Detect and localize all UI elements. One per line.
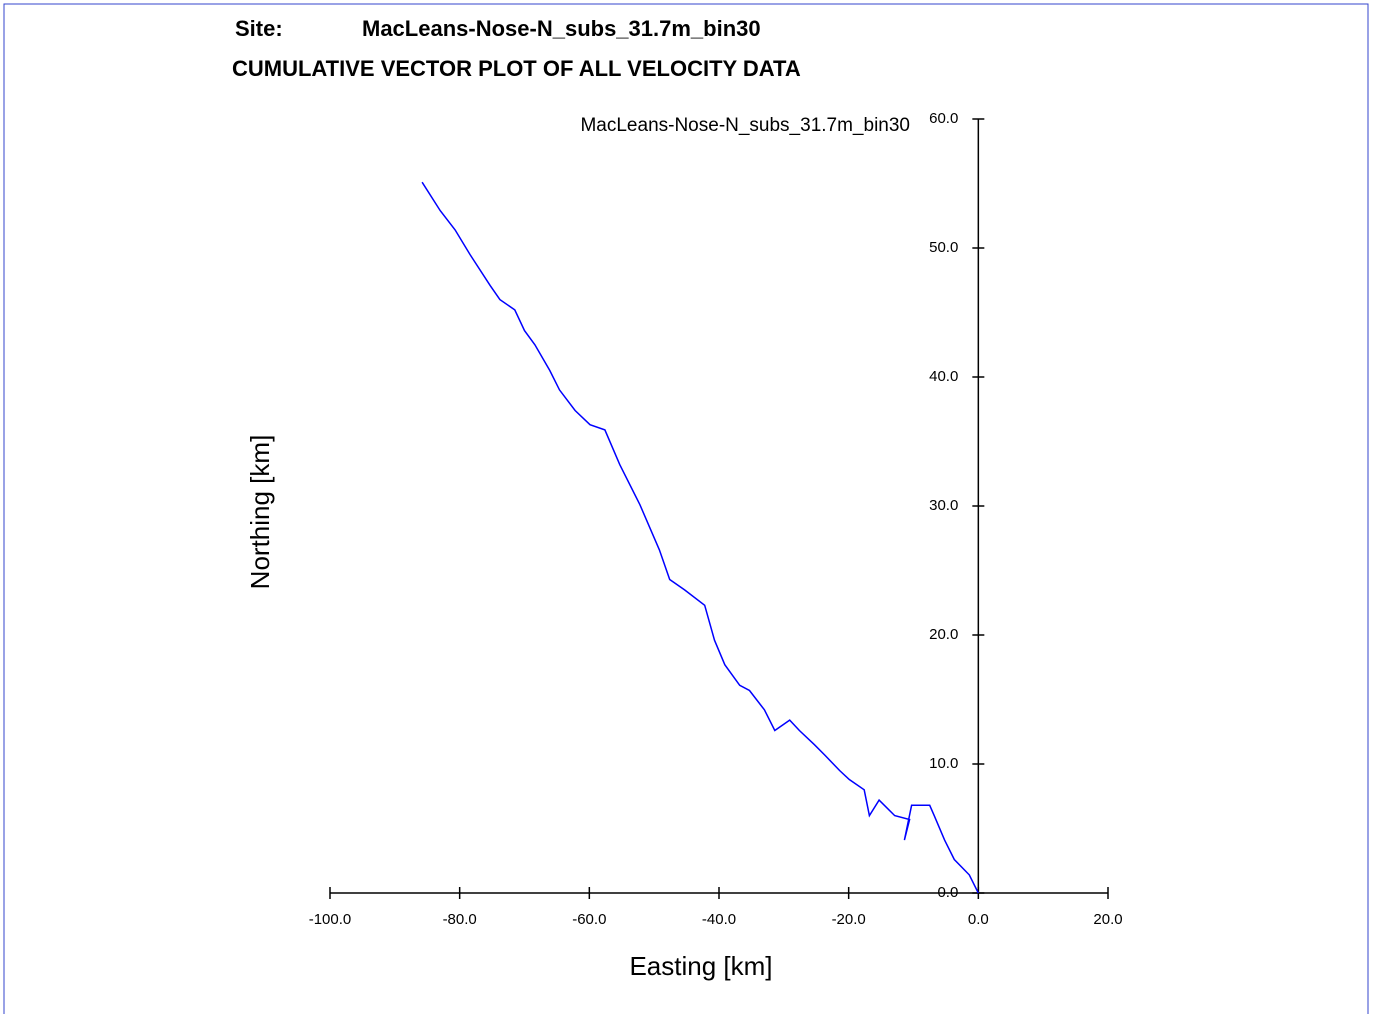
x-axis-label: Easting [km] (629, 951, 772, 981)
series-label: MacLeans-Nose-N_subs_31.7m_bin30 (580, 115, 910, 136)
x-tick-label: -60.0 (572, 911, 606, 928)
page-border (3, 3, 1369, 1014)
y-tick-label: 0.0 (937, 884, 958, 901)
site-name: MacLeans-Nose-N_subs_31.7m_bin30 (362, 16, 761, 41)
y-tick-label: 40.0 (929, 368, 958, 385)
site-label: Site: (235, 16, 283, 41)
y-tick-label: 30.0 (929, 497, 958, 514)
data-line (421, 181, 979, 894)
y-tick-label: 50.0 (929, 239, 958, 256)
x-tick-label: -20.0 (832, 911, 866, 928)
chart-title: CUMULATIVE VECTOR PLOT OF ALL VELOCITY D… (232, 56, 801, 81)
x-tick-label: 0.0 (968, 911, 989, 928)
x-tick-label: 20.0 (1093, 911, 1122, 928)
y-tick-label: 60.0 (929, 110, 958, 127)
x-tick-label: -80.0 (443, 911, 477, 928)
y-axis-label: Northing [km] (245, 435, 275, 590)
x-tick-label: -40.0 (702, 911, 736, 928)
y-tick-label: 20.0 (929, 626, 958, 643)
x-tick-label: -100.0 (309, 911, 352, 928)
y-tick-label: 10.0 (929, 755, 958, 772)
